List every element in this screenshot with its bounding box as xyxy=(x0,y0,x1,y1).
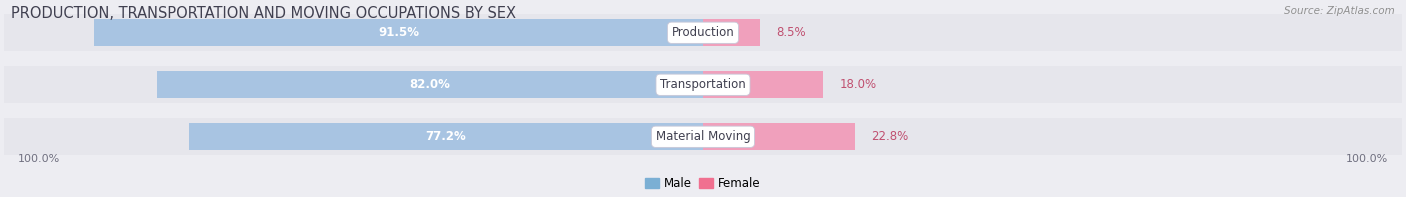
Text: 8.5%: 8.5% xyxy=(776,26,806,39)
Text: Production: Production xyxy=(672,26,734,39)
Bar xyxy=(157,71,703,98)
Text: Source: ZipAtlas.com: Source: ZipAtlas.com xyxy=(1284,6,1395,16)
Text: 77.2%: 77.2% xyxy=(426,130,467,143)
Bar xyxy=(4,118,1402,155)
Text: 100.0%: 100.0% xyxy=(17,154,59,164)
Text: 18.0%: 18.0% xyxy=(839,78,876,91)
Bar xyxy=(4,66,1402,103)
Text: Transportation: Transportation xyxy=(661,78,745,91)
Text: Material Moving: Material Moving xyxy=(655,130,751,143)
Bar xyxy=(703,71,823,98)
Legend: Male, Female: Male, Female xyxy=(641,173,765,195)
Bar xyxy=(703,123,855,150)
Bar xyxy=(94,19,703,46)
Bar xyxy=(703,19,759,46)
Text: 22.8%: 22.8% xyxy=(872,130,908,143)
Text: PRODUCTION, TRANSPORTATION AND MOVING OCCUPATIONS BY SEX: PRODUCTION, TRANSPORTATION AND MOVING OC… xyxy=(11,6,516,21)
Text: 91.5%: 91.5% xyxy=(378,26,419,39)
Bar xyxy=(190,123,703,150)
Bar xyxy=(4,14,1402,51)
Text: 100.0%: 100.0% xyxy=(1347,154,1389,164)
Text: 82.0%: 82.0% xyxy=(409,78,450,91)
